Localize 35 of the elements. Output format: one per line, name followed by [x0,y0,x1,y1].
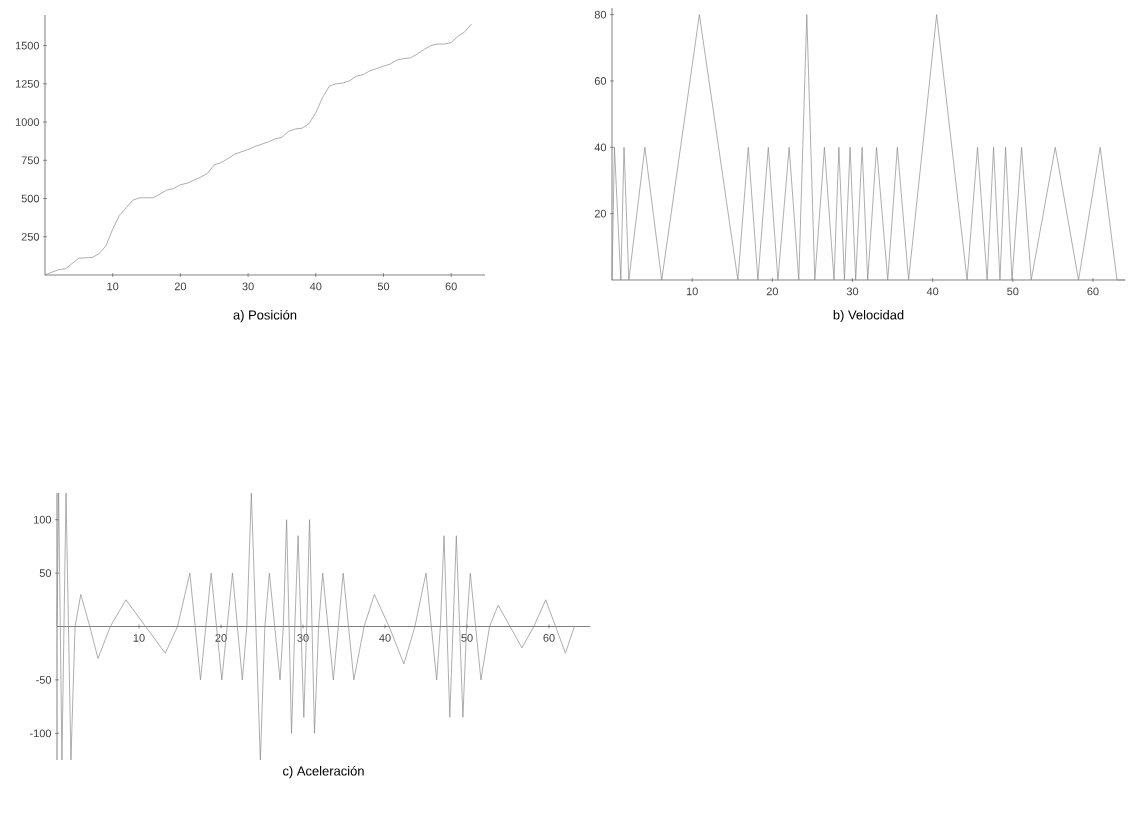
y-tick-label: 250 [21,232,40,241]
x-tick-label: 20 [215,634,227,642]
y-tick-label: 750 [21,156,40,165]
y-tick-label: 60 [594,77,607,85]
y-tick-label: -100 [30,729,52,738]
x-tick-label: 30 [846,287,859,296]
y-tick-label: 20 [594,209,607,218]
y-tick-label: 50 [39,569,52,577]
y-tick-label: -50 [36,676,52,684]
x-tick-label: 10 [133,634,145,642]
x-tick-label: 20 [766,287,778,296]
x-tick-label: 40 [309,282,322,291]
x-tick-label: 50 [377,282,390,291]
y-tick-label: 40 [594,143,607,152]
x-tick-label: 30 [297,634,309,642]
y-tick-label: 1250 [15,79,40,88]
x-tick-label: 10 [107,282,119,291]
x-tick-label: 50 [1007,287,1019,296]
x-tick-label: 60 [445,282,457,291]
y-tick-label: 1000 [15,118,40,126]
x-tick-label: 60 [1087,287,1099,296]
y-tick-label: 100 [34,515,52,524]
x-tick-label: 40 [379,634,391,642]
x-tick-label: 50 [461,634,473,642]
x-tick-label: 10 [686,287,698,296]
x-tick-label: 20 [174,282,187,291]
y-tick-label: 500 [21,194,40,203]
text: b) Velocidad [833,309,904,323]
x-tick-label: 40 [926,287,939,296]
y-tick-label: 80 [594,10,607,19]
x-tick-label: 60 [543,634,555,642]
text: c) Aceleración [283,765,364,779]
y-tick-label: 1500 [15,41,40,50]
x-tick-label: 30 [242,282,254,291]
text: a) Posición [233,309,297,323]
